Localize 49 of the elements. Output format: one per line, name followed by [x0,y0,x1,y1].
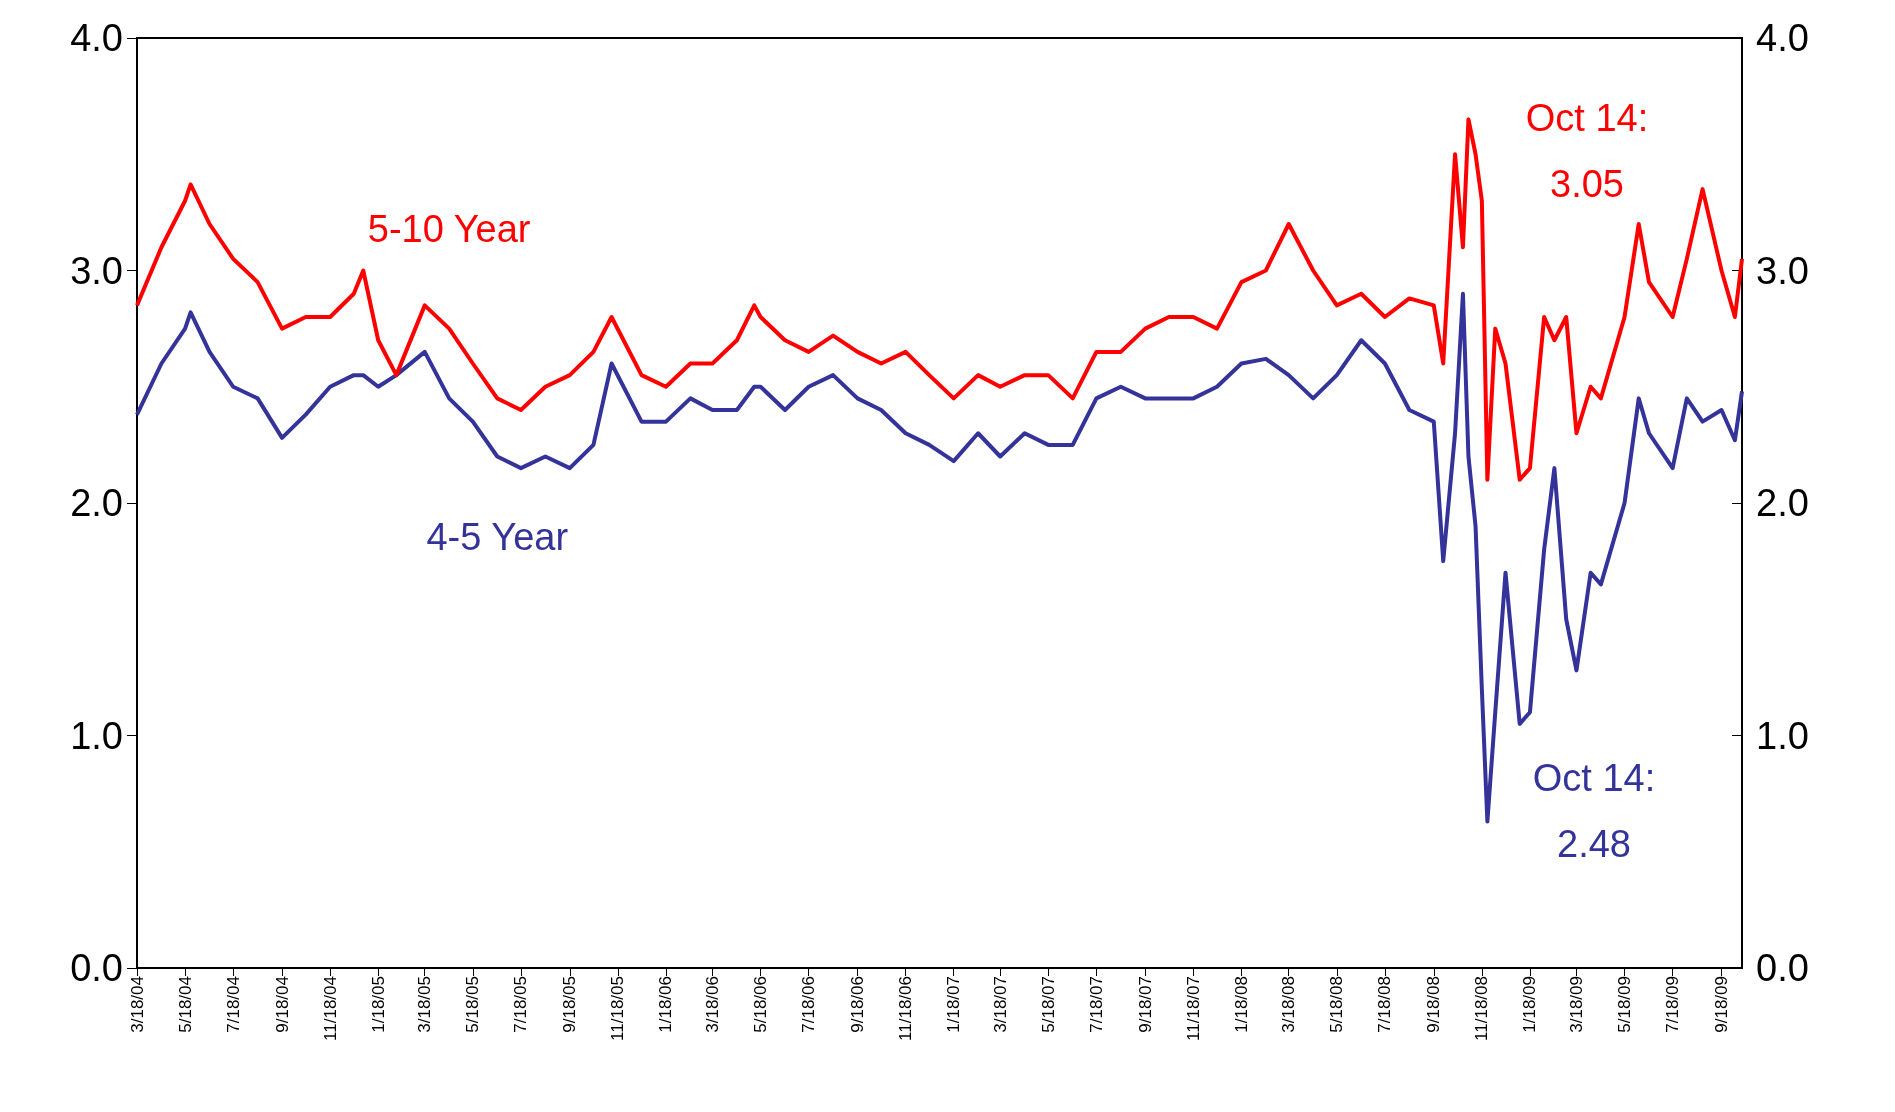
x-tick-label: 7/18/05 [511,976,531,1033]
x-tick-label: 1/18/05 [368,976,388,1033]
x-tick-label: 5/18/09 [1615,976,1635,1033]
x-tick-label: 1/18/06 [656,976,676,1033]
annotation: Oct 14: 3.05 [1525,96,1649,205]
y-tick-label: 4.0 [70,17,123,59]
x-tick-label: 5/18/07 [1038,976,1058,1033]
x-tick-label: 3/18/04 [127,976,147,1033]
y2-tick-label: 2.0 [1756,482,1809,524]
series-label: 4-5 Year [426,515,569,558]
x-tick-label: 7/18/08 [1375,976,1395,1033]
y2-tick-label: 1.0 [1756,714,1809,757]
y2-tick-label: 4.0 [1756,17,1809,59]
y-tick-label: 0.0 [70,947,123,989]
x-tick-label: 3/18/08 [1279,976,1299,1033]
x-tick-label: 5/18/05 [463,976,483,1033]
line-series [135,291,1744,824]
x-tick-label: 1/18/09 [1520,976,1540,1033]
x-tick-label: 7/18/09 [1663,976,1683,1033]
x-tick-label: 3/18/07 [990,976,1010,1033]
annotation: Oct 14: 2.48 [1532,757,1656,866]
x-tick-label: 7/18/06 [799,976,819,1033]
x-tick-label: 11/18/04 [320,976,340,1041]
x-tick-label: 5/18/08 [1327,976,1347,1033]
x-tick-label: 3/18/05 [415,976,435,1033]
x-tick-label: 9/18/06 [848,976,868,1033]
y2-tick-label: 3.0 [1756,249,1809,292]
y-tick-label: 3.0 [70,249,123,292]
x-tick-label: 9/18/05 [560,976,580,1033]
x-tick-label: 3/18/09 [1566,976,1586,1033]
y-tick-label: 1.0 [70,714,123,757]
x-tick-label: 9/18/08 [1424,976,1444,1033]
x-tick-label: 1/18/08 [1231,976,1251,1033]
x-tick-label: 11/18/06 [896,976,916,1041]
y2-tick-label: 0.0 [1756,947,1809,989]
series-label: 5-10 Year [367,207,531,250]
x-tick-label: 7/18/07 [1086,976,1106,1033]
x-tick-label: 3/18/06 [702,976,722,1033]
x-tick-label: 11/18/07 [1183,976,1203,1041]
x-tick-label: 9/18/07 [1135,976,1155,1033]
x-tick-label: 1/18/07 [944,976,964,1033]
x-tick-label: 9/18/04 [272,976,292,1033]
y-tick-label: 2.0 [70,482,123,524]
x-tick-label: 11/18/08 [1472,976,1492,1041]
x-tick-label: 5/18/04 [175,976,195,1033]
x-tick-label: 9/18/09 [1712,976,1731,1033]
x-tick-label: 7/18/04 [223,976,243,1033]
x-tick-label: 11/18/05 [608,976,628,1041]
x-tick-label: 5/18/06 [751,976,771,1033]
